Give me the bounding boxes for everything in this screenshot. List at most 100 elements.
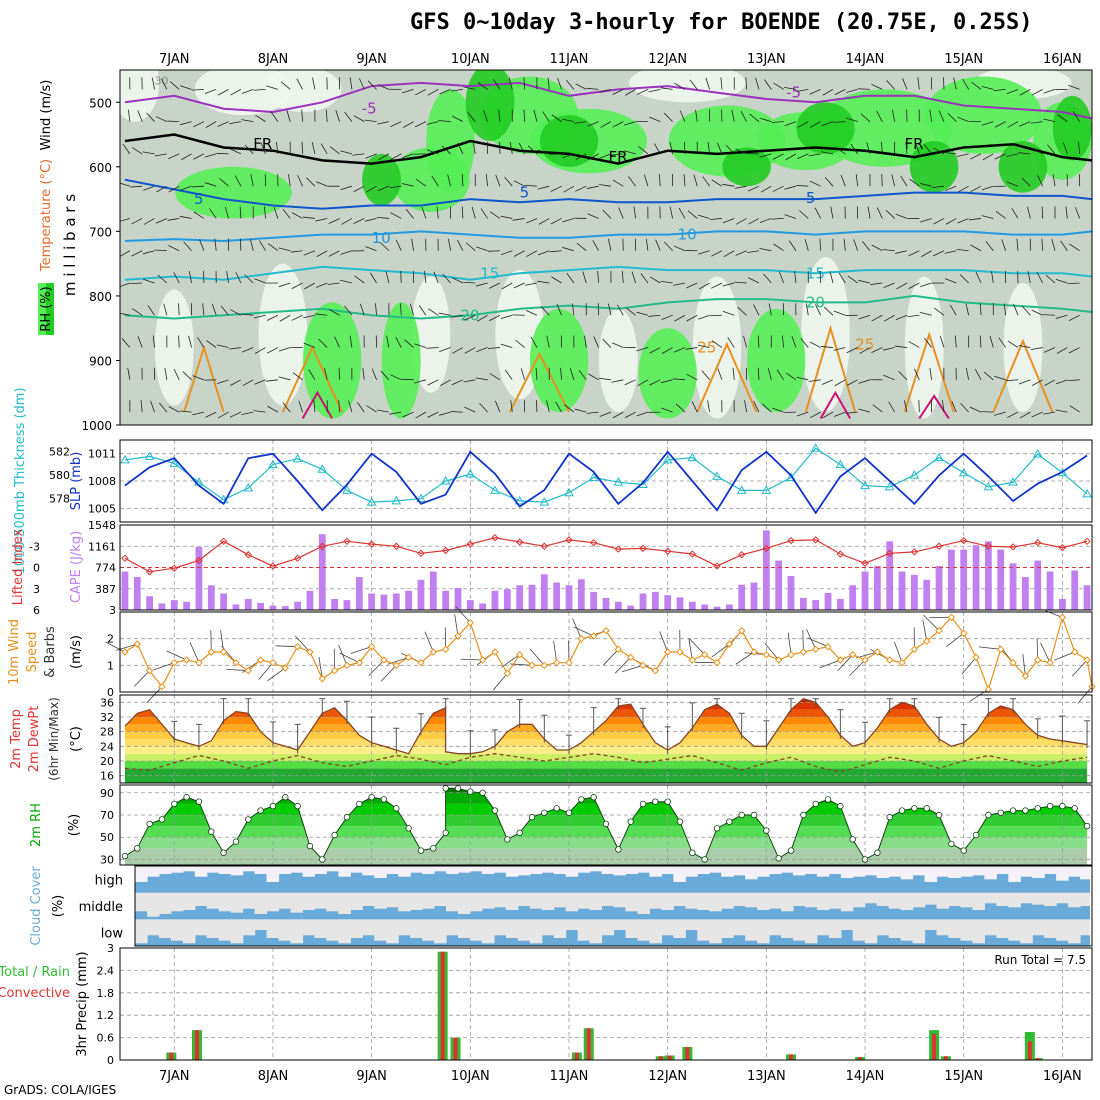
cape-tick-label: 387 [95,583,116,596]
wind-barb [564,404,575,413]
cape-bar [836,599,844,610]
cape-bar [651,591,659,610]
thickness-point [860,480,870,490]
cape-bar [466,600,474,610]
cape-bar [972,545,980,610]
wind-barb [722,310,735,316]
cloud-cell-middle [326,892,339,912]
wind-barb [599,153,612,159]
wind-barb [960,402,969,413]
wind-barb [241,411,254,416]
wind-barb [329,146,340,155]
temp-band [124,709,1088,717]
cloud-cell-high [948,866,962,878]
wind-barb [886,80,895,90]
wind-barb [1068,84,1080,90]
bottom-day-label: 12JAN [648,1069,687,1084]
wind-barb [364,218,377,222]
cloud-cell-high [1080,866,1090,880]
isotherm--5 [124,81,1092,120]
cape-bar [1046,571,1054,610]
wind-barb [344,111,353,122]
wind-point [873,648,882,656]
li-point [935,542,943,550]
wind-barb [612,411,624,419]
wind-barb-10m [424,631,434,653]
cape-bar [602,597,610,610]
li-point [121,554,129,562]
wind-barb [1069,405,1080,413]
li-point [565,536,573,544]
cape-bar [405,590,413,610]
wind-barb [318,338,328,348]
wind-barb [131,218,143,225]
wind-barb [254,379,266,385]
wind-point [232,658,240,667]
wind-barb [464,347,476,354]
rh-point [775,855,782,862]
wind-barb [749,113,760,122]
wind-point [997,645,1005,654]
wind-barb [320,143,328,155]
cape-bar [1034,560,1042,610]
wind-barb [461,174,464,187]
wind-barb-10m [529,648,545,666]
cape-bar [528,584,536,610]
wind-barb [945,185,957,192]
wind-barb [565,79,575,90]
wind-barb [551,114,562,122]
cloud-cell-high [828,866,842,874]
wind-barb [965,367,970,380]
wind-barb [636,411,649,417]
wind-barb [278,347,291,352]
wind-barb [970,244,982,252]
wind-barb [649,116,661,123]
precip-convective-bar [658,1056,663,1060]
wind-point [589,632,598,640]
wind-barb [574,408,587,413]
cloud-cell-low [661,919,674,936]
wind-barb [353,115,365,122]
li-point [318,542,327,550]
cape-bar [824,592,832,610]
cloud-cell-low [637,919,650,941]
wind-barb [1027,206,1031,219]
rh-region [303,302,362,419]
wind-barb [705,77,710,90]
cloud-cell-high [900,866,914,880]
li-tick-label: 0 [33,562,40,575]
cloud-cell-high [146,866,160,877]
wind-point [923,637,931,646]
cloud-cell-high [493,866,507,873]
wind-barb [882,347,895,351]
wind-barb [707,141,711,154]
li-point [1034,539,1042,547]
cape-bar [1071,570,1079,610]
cloud-cell-high [350,866,363,873]
wind-barb [883,314,895,322]
wind-barb [735,250,747,256]
wind-barb-10m [894,641,903,663]
cloud-cell-low [1068,919,1081,944]
wind-barb [829,271,834,284]
wind-barb [895,345,908,348]
pressure-tick-label: 1000 [81,419,112,433]
cape-bar [762,530,770,610]
rh-point [306,842,314,850]
wind-barb [725,144,735,155]
wind-barb [914,368,920,380]
top-day-label: 16JAN [1043,52,1082,67]
wind-barb [949,304,957,316]
wind-barb [415,89,427,96]
wind-barb [229,411,242,418]
wind-barb [438,312,451,316]
wind-barb-10m [1036,637,1039,661]
wind-barb [303,342,316,348]
wind-barb [178,303,180,316]
wind-barb [995,210,1006,219]
cloud-cell-high [804,866,818,874]
precip-convective-bar [194,1030,199,1060]
wind-barb [179,410,192,413]
cloud-cell-middle [924,892,938,905]
precip-total-label: Total / Rain [0,965,70,980]
